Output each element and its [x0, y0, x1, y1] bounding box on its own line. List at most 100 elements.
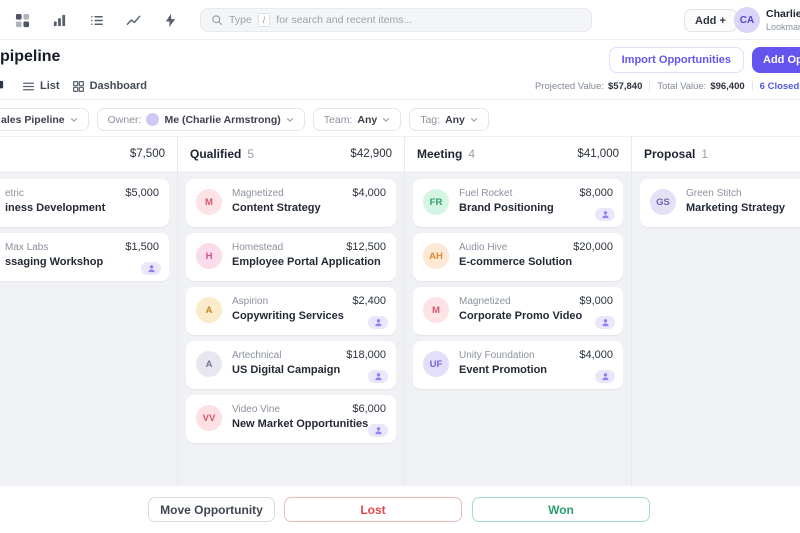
company-avatar: GS [650, 189, 676, 215]
company-name: Magnetized [459, 296, 561, 307]
assignee-badge-icon [595, 370, 615, 383]
company-avatar: H [196, 243, 222, 269]
dashboard-icon [72, 80, 85, 93]
team-filter-label: Team: [324, 114, 353, 126]
opportunity-card[interactable]: VV Video Vine New Market Opportunities $6,0… [186, 395, 396, 443]
tag-filter-value: Any [445, 114, 465, 126]
chevron-down-icon [70, 116, 78, 124]
add-opportunity-button[interactable]: Add Opp [752, 47, 800, 73]
opportunity-card[interactable]: HHomesteadEmployee Portal Application$12… [186, 233, 396, 281]
company-avatar: M [196, 189, 222, 215]
company-name: etric [5, 188, 107, 199]
opportunity-card[interactable]: FRFuel RocketBrand Positioning$8,000 [413, 179, 623, 227]
opportunity-card[interactable]: AHAudio HiveE-commerce Solution$20,000 [413, 233, 623, 281]
top-bar: Type / for search and recent items... Ad… [0, 0, 800, 40]
chevron-down-icon [382, 116, 390, 124]
column-name: Proposal [644, 147, 695, 161]
owner-filter-value: Me (Charlie Armstrong) [164, 114, 280, 126]
search-placeholder: for search and recent items... [276, 14, 412, 26]
opportunity-card[interactable]: MMagnetizedContent Strategy$4,000 [186, 179, 396, 227]
column-count: 4 [468, 147, 475, 161]
team-filter-value: Any [357, 114, 377, 126]
company-avatar: M [423, 297, 449, 323]
global-nav [10, 0, 182, 40]
opportunity-title: Brand Positioning [459, 202, 561, 214]
tab-board[interactable] [0, 79, 10, 94]
company-avatar: A [196, 297, 222, 323]
column-header: Meeting4$41,000 [405, 137, 631, 171]
company-name: Audio Hive [459, 242, 561, 253]
tab-list-label: List [40, 80, 60, 92]
company-name: Unity Foundation [459, 350, 561, 361]
trend-chart-icon[interactable] [121, 8, 145, 32]
opportunity-value: $4,000 [579, 349, 613, 361]
opportunity-value: $18,000 [346, 349, 386, 361]
opportunity-title: Corporate Promo Video [459, 310, 561, 322]
slash-key-hint: / [258, 13, 271, 27]
list-icon [22, 80, 35, 93]
tab-list[interactable]: List [22, 80, 60, 93]
column-cards: etriciness Development$5,000 Max Labsssag… [0, 171, 177, 486]
company-name: Max Labs [5, 242, 107, 253]
pipeline-column: Meeting4$41,000 FRFuel RocketBrand Positi… [405, 137, 632, 486]
column-header: Qualified5$42,900 [178, 137, 404, 171]
tag-filter-chip[interactable]: Tag: Any [409, 108, 489, 131]
column-cards: GS Green StitchMarketing Strategy [632, 171, 800, 486]
owner-avatar-icon [146, 113, 159, 126]
divider [752, 81, 753, 91]
divider [649, 81, 650, 91]
opportunity-title: New Market Opportunities [232, 418, 334, 430]
closed-recently-link[interactable]: 6 Closed in la [760, 81, 800, 92]
opportunity-card[interactable]: UFUnity FoundationEvent Promotion$4,000 [413, 341, 623, 389]
list-nav-icon[interactable] [84, 8, 108, 32]
app-logo-icon[interactable] [10, 8, 34, 32]
user-name: Charlie Arm [766, 8, 800, 20]
opportunity-card[interactable]: AArtechnicalUS Digital Campaign$18,000 [186, 341, 396, 389]
company-name: Video Vine [232, 404, 334, 415]
company-name: Homestead [232, 242, 334, 253]
column-total: $7,500 [130, 148, 165, 160]
opportunity-card[interactable]: etriciness Development$5,000 [0, 179, 169, 227]
pipeline-filter-chip[interactable]: ales Pipeline [0, 108, 89, 131]
page-header: pipeline Import Opportunities Add Opp [0, 40, 800, 72]
opportunity-card[interactable]: M Magnetized Corporate Promo Video $9,000 [413, 287, 623, 335]
opportunity-value: $6,000 [352, 403, 386, 415]
company-avatar: VV [196, 405, 222, 431]
tab-dashboard[interactable]: Dashboard [72, 80, 147, 93]
total-value: $96,400 [710, 81, 744, 92]
opportunity-title: US Digital Campaign [232, 364, 334, 376]
bar-chart-icon[interactable] [47, 8, 71, 32]
user-meta[interactable]: Charlie Arm Lookmark In [766, 8, 800, 32]
card-info: Green StitchMarketing Strategy [686, 188, 800, 214]
view-tabs-row: List Dashboard Projected Value: $57,840 … [0, 72, 800, 100]
projected-value: $57,840 [608, 81, 642, 92]
search-icon [211, 14, 223, 26]
opportunity-value: $5,000 [125, 187, 159, 199]
tag-filter-label: Tag: [420, 114, 440, 126]
opportunity-card[interactable]: GS Green StitchMarketing Strategy [640, 179, 800, 227]
opportunity-card[interactable]: AAspirionCopywriting Services$2,400 [186, 287, 396, 335]
lost-button[interactable]: Lost [284, 497, 462, 522]
bolt-icon[interactable] [158, 8, 182, 32]
tab-dashboard-label: Dashboard [90, 80, 147, 92]
won-button[interactable]: Won [472, 497, 650, 522]
search-placeholder-prefix: Type [229, 14, 252, 26]
column-count: 1 [701, 147, 708, 161]
search-input[interactable]: Type / for search and recent items... [200, 8, 592, 32]
pipeline-column: Qualified5$42,900 MMagnetizedContent Stra… [178, 137, 405, 486]
import-opportunities-button[interactable]: Import Opportunities [609, 47, 744, 73]
chevron-down-icon [470, 116, 478, 124]
owner-filter-chip[interactable]: Owner: Me (Charlie Armstrong) [97, 108, 305, 131]
page-title: pipeline [0, 48, 60, 66]
opportunity-card[interactable]: Max Labsssaging Workshop$1,500 [0, 233, 169, 281]
opportunity-value: $2,400 [352, 295, 386, 307]
team-filter-chip[interactable]: Team: Any [313, 108, 401, 131]
user-avatar[interactable]: CA [734, 7, 760, 33]
move-opportunity-button[interactable]: Move Opportunity [148, 497, 275, 522]
assignee-badge-icon [368, 370, 388, 383]
opportunity-value: $4,000 [352, 187, 386, 199]
opportunity-value: $9,000 [579, 295, 613, 307]
user-org: Lookmark In [766, 22, 800, 32]
add-button[interactable]: Add + [684, 9, 737, 32]
column-header: Proposal 1 [632, 137, 800, 171]
